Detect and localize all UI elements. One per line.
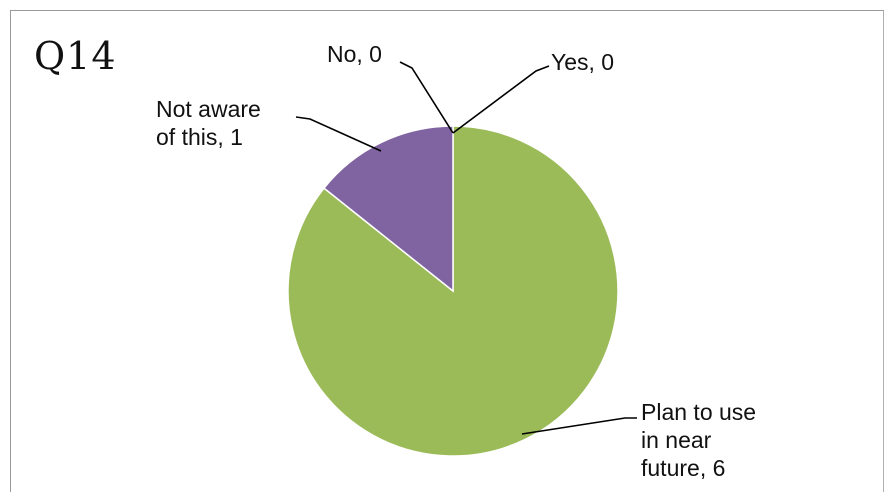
leader-line-not-aware: [295, 116, 382, 152]
chart-title: Q14: [34, 34, 117, 78]
data-label-not-aware: Not aware of this, 1: [156, 96, 261, 150]
pie-slice-not-aware-of-this: [322, 125, 454, 293]
leader-line-no: [399, 61, 454, 134]
leader-line-plan: [521, 417, 637, 435]
leader-line-yes: [452, 65, 550, 134]
data-label-plan: Plan to use in near future, 6: [641, 399, 757, 481]
data-label-yes: Yes, 0: [551, 49, 615, 75]
data-label-no: No, 0: [327, 41, 382, 67]
